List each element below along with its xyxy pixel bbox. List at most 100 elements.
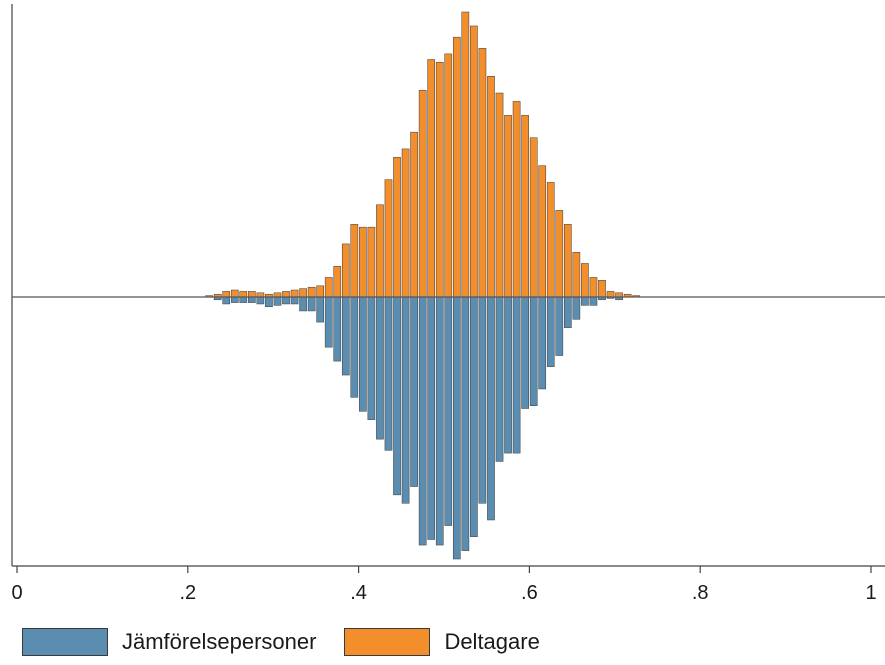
bar-jamforelsepersoner-12 [307,296,316,312]
bar-jamforelsepersoner-21 [384,296,393,451]
bar-jamforelsepersoner-37 [521,296,529,409]
bar-jamforelsepersoner-44 [581,296,589,306]
bar-deltagare-42 [564,224,572,298]
bar-deltagare-44 [581,263,589,298]
bar-deltagare-30 [461,11,470,298]
bar-jamforelsepersoner-29 [452,296,461,560]
bar-deltagare-29 [452,36,461,298]
bar-deltagare-21 [384,179,393,298]
bar-deltagare-38 [529,137,538,298]
bar-deltagare-5 [248,291,256,298]
bar-jamforelsepersoner-4 [239,296,248,303]
bar-deltagare-12 [307,286,316,298]
bar-deltagare-6 [256,292,265,298]
bar-deltagare-35 [504,115,512,298]
x-tick-label-1: .2 [179,582,196,604]
bar-jamforelsepersoner-8 [273,296,282,306]
bar-deltagare-10 [290,289,299,298]
bar-jamforelsepersoner-33 [487,296,495,521]
bar-jamforelsepersoner-38 [529,296,538,406]
bar-jamforelsepersoner-16 [341,296,350,376]
legend-label-deltagare: Deltagare [444,629,540,654]
legend-item-deltagare: Deltagare [344,628,540,656]
bar-jamforelsepersoner-28 [444,296,453,526]
bar-deltagare-2 [222,291,231,298]
bar-deltagare-28 [444,53,453,298]
bar-deltagare-14 [324,277,333,298]
bar-deltagare-9 [282,291,290,298]
bar-deltagare-8 [273,292,282,298]
legend-swatch-jamforelsepersoner [22,628,108,656]
legend: Jämförelsepersoner Deltagare [0,624,568,660]
bar-jamforelsepersoner-15 [333,296,342,362]
bar-deltagare-36 [512,101,521,298]
bar-jamforelsepersoner-45 [589,296,598,306]
bar-jamforelsepersoner-23 [401,296,410,504]
bar-jamforelsepersoner-11 [299,296,307,312]
bar-deltagare-37 [521,115,529,298]
bar-deltagare-46 [598,279,606,298]
bar-jamforelsepersoner-13 [316,296,324,323]
bar-deltagare-39 [538,165,547,298]
bar-jamforelsepersoner-41 [555,296,564,356]
x-tick-label-5: 1 [865,582,876,604]
bar-jamforelsepersoner-17 [350,296,359,398]
bar-deltagare-13 [316,285,324,298]
x-tick-label-0: 0 [11,582,22,604]
x-tick-label-3: .6 [521,582,538,604]
bar-jamforelsepersoner-27 [435,296,444,546]
bar-deltagare-47 [606,291,615,298]
bar-deltagare-15 [333,266,342,298]
bar-deltagare-16 [341,243,350,298]
bar-jamforelsepersoner-20 [376,296,384,440]
x-tick-label-2: .4 [350,582,367,604]
histogram-chart: 0 .2 .4 .6 .8 1 [11,4,885,604]
bar-jamforelsepersoner-34 [495,296,504,462]
bar-deltagare-32 [478,48,487,298]
bar-jamforelsepersoner-43 [572,296,581,320]
bar-deltagare-48 [615,292,623,298]
bar-deltagare-41 [555,210,564,298]
bar-jamforelsepersoner-2 [222,296,231,305]
bar-deltagare-45 [589,277,598,298]
bar-deltagare-18 [359,226,367,298]
bar-jamforelsepersoner-10 [290,296,299,305]
bar-jamforelsepersoner-25 [418,296,427,546]
bar-jamforelsepersoner-40 [546,296,555,367]
legend-item-jamforelsepersoner: Jämförelsepersoner [22,628,316,656]
bar-jamforelsepersoner-39 [538,296,547,390]
bar-jamforelsepersoner-42 [564,296,572,328]
bar-jamforelsepersoner-9 [282,296,290,305]
legend-label-jamforelsepersoner: Jämförelsepersoner [122,629,317,654]
bar-jamforelsepersoner-18 [359,296,367,412]
bar-deltagare-33 [487,76,495,298]
bar-jamforelsepersoner-3 [230,296,239,303]
bar-deltagare-4 [239,291,248,298]
bar-deltagare-23 [401,148,410,298]
bar-deltagare-40 [546,182,555,298]
bar-jamforelsepersoner-6 [256,296,265,305]
bar-jamforelsepersoner-19 [367,296,376,420]
bar-deltagare-27 [435,62,444,298]
bar-deltagare-11 [299,288,307,298]
bar-deltagare-26 [427,59,436,298]
bar-jamforelsepersoner-22 [393,296,401,496]
bar-jamforelsepersoner-5 [248,296,256,303]
x-tick-label-4: .8 [692,582,709,604]
bar-deltagare-24 [410,131,418,298]
bar-jamforelsepersoner-35 [504,296,512,454]
bar-jamforelsepersoner-32 [478,296,487,504]
bar-jamforelsepersoner-14 [324,296,333,348]
bar-deltagare-20 [376,204,384,298]
bar-deltagare-22 [393,157,401,298]
bar-deltagare-31 [470,25,478,298]
bar-deltagare-43 [572,252,581,298]
bar-jamforelsepersoner-24 [410,296,418,487]
bar-deltagare-19 [367,226,376,298]
bar-deltagare-34 [495,92,504,298]
bar-deltagare-17 [350,224,359,298]
bar-deltagare-3 [230,289,239,298]
legend-swatch-deltagare [344,628,431,656]
bar-deltagare-25 [418,89,427,298]
bar-jamforelsepersoner-36 [512,296,521,454]
